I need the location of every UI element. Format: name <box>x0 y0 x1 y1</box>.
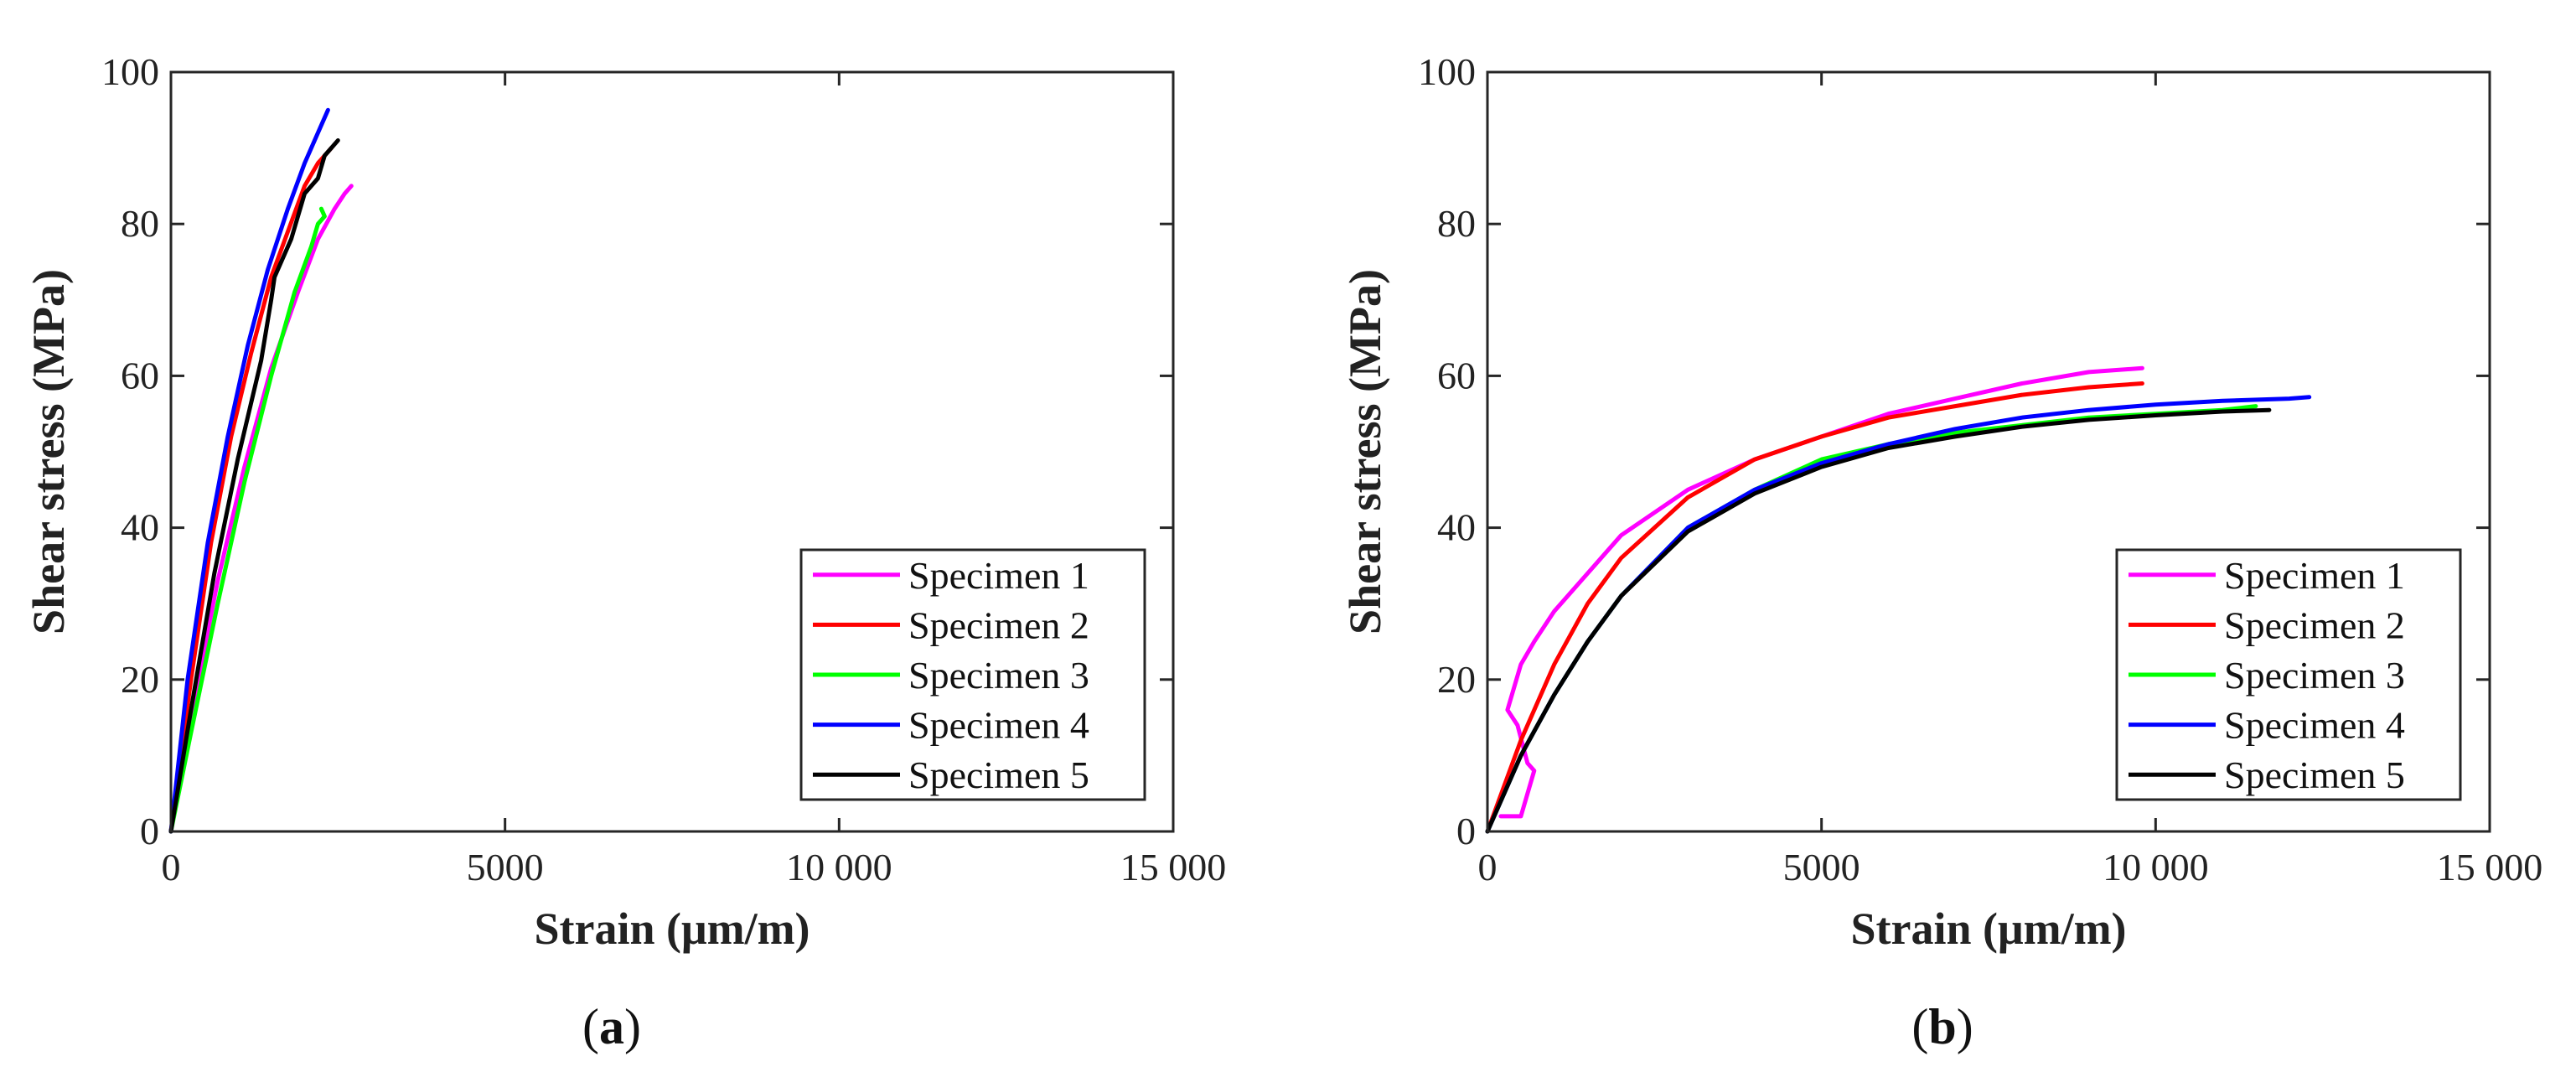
series-group <box>1485 365 2312 834</box>
y-tick-label: 100 <box>1418 50 1476 93</box>
series-line-specimen-1 <box>1498 365 2144 819</box>
series-line-specimen-2 <box>168 146 334 834</box>
series-line-specimen-5 <box>168 138 340 834</box>
y-axis-label: Shear stress (MPa) <box>1340 269 1390 634</box>
legend-label-specimen-3: Specimen 3 <box>2224 654 2405 697</box>
y-tick-label: 60 <box>121 354 159 396</box>
y-tick-label: 80 <box>1437 202 1476 245</box>
y-tick-label: 0 <box>140 810 159 852</box>
y-tick-label: 40 <box>121 506 159 549</box>
x-tick-label: 10 000 <box>786 846 892 888</box>
legend-label-specimen-4: Specimen 4 <box>2224 704 2405 747</box>
legend-label-specimen-2: Specimen 2 <box>908 603 1089 646</box>
legend-label-specimen-1: Specimen 1 <box>2224 554 2405 597</box>
y-axis-label: Shear stress (MPa) <box>23 269 74 634</box>
series-line-specimen-5 <box>1485 407 2272 834</box>
panel-label-b: (b) <box>1911 999 1973 1054</box>
legend-label-specimen-2: Specimen 2 <box>2224 603 2405 646</box>
x-tick-label: 15 000 <box>1120 846 1227 888</box>
chart-panel-b: 0 5000 10 000 15 000 0 20 40 60 80 100 Strain (μm/… <box>1340 50 2542 1054</box>
series-line-specimen-2 <box>1485 381 2144 834</box>
legend-label-specimen-5: Specimen 5 <box>2224 754 2405 796</box>
series-line-specimen-1 <box>168 184 354 834</box>
y-tick-label: 100 <box>101 50 159 93</box>
y-tick-label: 20 <box>121 658 159 701</box>
y-tick-label: 60 <box>1437 354 1476 396</box>
axes-box <box>169 70 1175 833</box>
x-tick-label: 0 <box>162 846 181 888</box>
series-line-specimen-3 <box>168 206 327 834</box>
x-tick-label: 10 000 <box>2103 846 2209 888</box>
y-tick-label: 80 <box>121 202 159 245</box>
x-tick-label: 15 000 <box>2437 846 2543 888</box>
series-line-specimen-4 <box>168 107 330 834</box>
series-group <box>168 107 354 834</box>
x-axis-label: Strain (μm/m) <box>1850 904 2126 954</box>
y-tick-label: 40 <box>1437 506 1476 549</box>
legend: Specimen 1 Specimen 2 Specimen 3 Specimen 4… <box>799 548 1146 801</box>
x-tick-label: 0 <box>1478 846 1497 888</box>
x-tick-label: 5000 <box>467 846 544 888</box>
x-axis-label: Strain (μm/m) <box>534 904 810 954</box>
axes-box <box>1486 70 2491 833</box>
legend-label-specimen-4: Specimen 4 <box>908 704 1089 747</box>
legend-label-specimen-5: Specimen 5 <box>908 754 1089 796</box>
legend-label-specimen-1: Specimen 1 <box>908 554 1089 597</box>
chart-panel-a: 0 5000 10 000 15 000 0 20 40 60 80 100 Strain (μm/… <box>23 50 1226 1054</box>
x-tick-label: 5000 <box>1783 846 1860 888</box>
panel-label-a: (a) <box>582 999 641 1054</box>
legend: Specimen 1 Specimen 2 Specimen 3 Specimen 4… <box>2115 548 2462 801</box>
y-tick-label: 0 <box>1456 810 1476 852</box>
y-tick-label: 20 <box>1437 658 1476 701</box>
legend-label-specimen-3: Specimen 3 <box>908 654 1089 697</box>
